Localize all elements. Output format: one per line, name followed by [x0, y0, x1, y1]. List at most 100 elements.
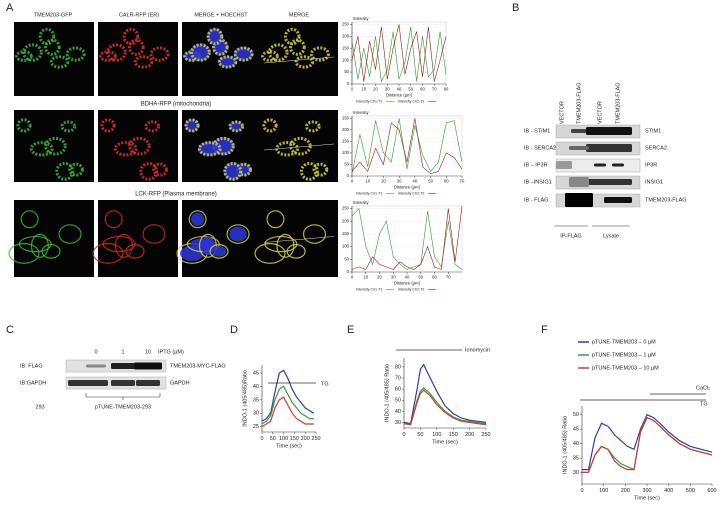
- image-background: [14, 110, 94, 182]
- series-line: [351, 118, 463, 175]
- cell: [217, 55, 238, 69]
- x-tick-label: 50: [417, 432, 423, 438]
- x-tick-label: 500: [686, 488, 695, 494]
- x-tick-label: 200: [465, 432, 474, 438]
- y-tick-label: 0: [347, 269, 350, 274]
- nucleus: [229, 226, 247, 242]
- annotation: TG: [321, 381, 329, 387]
- y-tick-label: 200: [342, 33, 350, 38]
- series-line: [261, 369, 315, 422]
- x-tick-label: 100: [599, 488, 608, 494]
- micrograph: [92, 200, 178, 277]
- cell: [139, 161, 159, 181]
- y-tick-label: 60: [395, 387, 401, 393]
- series-line: [582, 416, 713, 473]
- y-tick-label: 50: [395, 398, 401, 404]
- x-tick-label: 250: [311, 436, 320, 442]
- cell: [206, 27, 224, 46]
- group-label: Lysate: [603, 233, 619, 239]
- legend-label: pTUNE-TMEM203 – 1 µM: [592, 352, 656, 358]
- cell: [212, 136, 235, 156]
- cell-outline: [30, 233, 49, 258]
- cell: [16, 118, 32, 133]
- y-tick-label: 150: [342, 231, 350, 236]
- y-tick-label: 35: [573, 455, 579, 461]
- blot-band: [111, 363, 135, 369]
- y-tick-label: 250: [342, 115, 350, 120]
- antibody-label: IB: FLAG: [20, 363, 43, 369]
- cell: [100, 118, 116, 133]
- blot-band: [111, 380, 135, 386]
- y-tick-label: 0: [347, 173, 350, 178]
- cell: [38, 27, 56, 46]
- legend-label: Intensity Ch1-T1: [356, 288, 382, 292]
- cell: [228, 120, 245, 133]
- micrograph: [98, 22, 178, 96]
- cell: [304, 120, 321, 133]
- x-axis-label: Time (sec): [276, 443, 302, 449]
- y-tick-label: 250: [342, 21, 350, 26]
- column-label: MERGE + HOECHST: [194, 12, 248, 18]
- x-tick-label: 80: [444, 86, 449, 91]
- y-tick-label: 200: [342, 218, 350, 223]
- micrograph: [14, 22, 94, 96]
- cell: [99, 50, 117, 63]
- blot-band: [594, 163, 606, 167]
- image-background: [260, 200, 338, 277]
- cell-outline: [41, 244, 61, 259]
- x-tick-label: 20: [377, 274, 382, 279]
- antibody-label: IB - SERCA2: [524, 145, 556, 151]
- row-label: LCK-RFP (Plasma membrane): [135, 192, 217, 198]
- cell: [197, 141, 222, 157]
- x-tick-label: 10: [363, 274, 368, 279]
- micrograph: [8, 200, 94, 277]
- x-axis-label: Distance (µm): [386, 93, 413, 98]
- y-tick-label: 100: [342, 57, 350, 62]
- y-tick-label: 50: [573, 412, 579, 418]
- x-tick-label: 40: [405, 274, 410, 279]
- x-tick-label: 50: [418, 274, 423, 279]
- cell: [122, 27, 140, 46]
- antibody-label: IB - FLAG: [524, 197, 548, 203]
- protein-label: INSIG1: [645, 179, 663, 185]
- x-tick-label: 300: [642, 488, 651, 494]
- x-tick-label: 0: [351, 86, 354, 91]
- x-tick-label: 0: [402, 432, 405, 438]
- x-tick-label: 70: [432, 86, 437, 91]
- y-axis-label: Intensity: [353, 200, 370, 205]
- image-background: [14, 200, 94, 277]
- cell-outline: [276, 233, 295, 258]
- cell-outline: [114, 233, 133, 258]
- nucleus: [190, 212, 205, 226]
- series-line: [582, 413, 713, 471]
- cell-outline: [142, 224, 166, 244]
- y-tick-label: 150: [342, 138, 350, 143]
- dose-label: 0: [94, 349, 97, 355]
- legend-label: Intensity Ch2-T2: [398, 192, 424, 196]
- cell: [294, 55, 315, 69]
- x-tick-label: 30: [391, 274, 396, 279]
- micrograph: [260, 22, 338, 96]
- x-tick-label: 30: [397, 178, 402, 183]
- cell: [133, 55, 154, 69]
- x-tick-label: 0: [351, 178, 354, 183]
- x-tick-label: 60: [432, 274, 437, 279]
- y-tick-label: 45: [573, 427, 579, 433]
- x-tick-label: 60: [420, 86, 425, 91]
- cell-outline: [92, 243, 124, 264]
- cell: [60, 120, 77, 133]
- blot-band: [604, 179, 632, 185]
- x-tick-label: 600: [707, 488, 716, 494]
- x-axis-label: Distance (µm): [394, 281, 421, 286]
- series-line: [351, 205, 463, 270]
- x-tick-label: 40: [397, 86, 402, 91]
- cell-outline: [188, 210, 207, 229]
- x-axis-label: Time (sec): [432, 439, 458, 445]
- y-tick-label: 50: [344, 162, 349, 167]
- y-axis-label: Intensity: [353, 110, 370, 115]
- blot-band: [571, 129, 587, 133]
- x-tick-label: 10: [361, 86, 366, 91]
- x-tick-label: 50: [270, 436, 276, 442]
- y-tick-label: 30: [253, 411, 259, 417]
- image-background: [182, 200, 262, 277]
